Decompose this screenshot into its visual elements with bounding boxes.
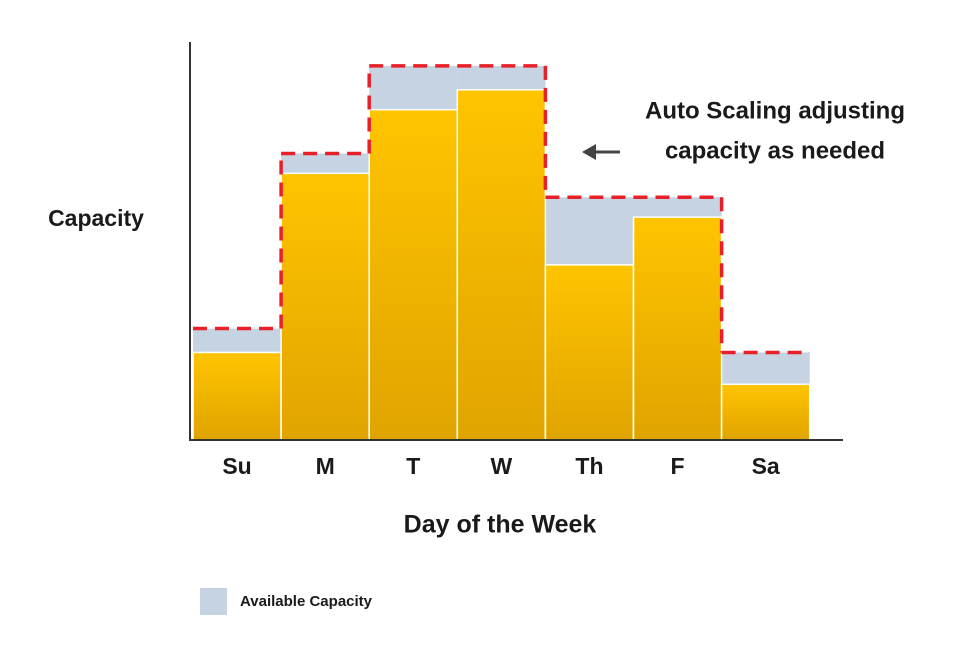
bar <box>632 216 723 441</box>
bar <box>544 264 635 441</box>
annotation-arrowhead <box>582 144 596 160</box>
x-tick-label: F <box>671 453 685 479</box>
x-tick-label: M <box>316 453 335 479</box>
bar <box>280 172 370 441</box>
bar <box>368 108 459 441</box>
bar <box>456 89 547 441</box>
x-tick-label: Sa <box>752 453 780 479</box>
x-tick-label: Su <box>222 453 251 479</box>
x-axis-label: Day of the Week <box>404 511 597 539</box>
x-tick-label: T <box>406 453 420 479</box>
y-axis-label: Capacity <box>48 205 144 231</box>
x-tick-label: W <box>490 453 512 479</box>
x-tick-label: Th <box>575 453 603 479</box>
plot-area <box>192 64 811 441</box>
legend-swatch <box>200 588 227 615</box>
bar <box>720 383 811 441</box>
annotation: Auto Scaling adjusting <box>645 97 905 124</box>
bar <box>192 351 282 441</box>
annotation: capacity as needed <box>665 137 885 164</box>
legend-label: Available Capacity <box>240 593 373 610</box>
